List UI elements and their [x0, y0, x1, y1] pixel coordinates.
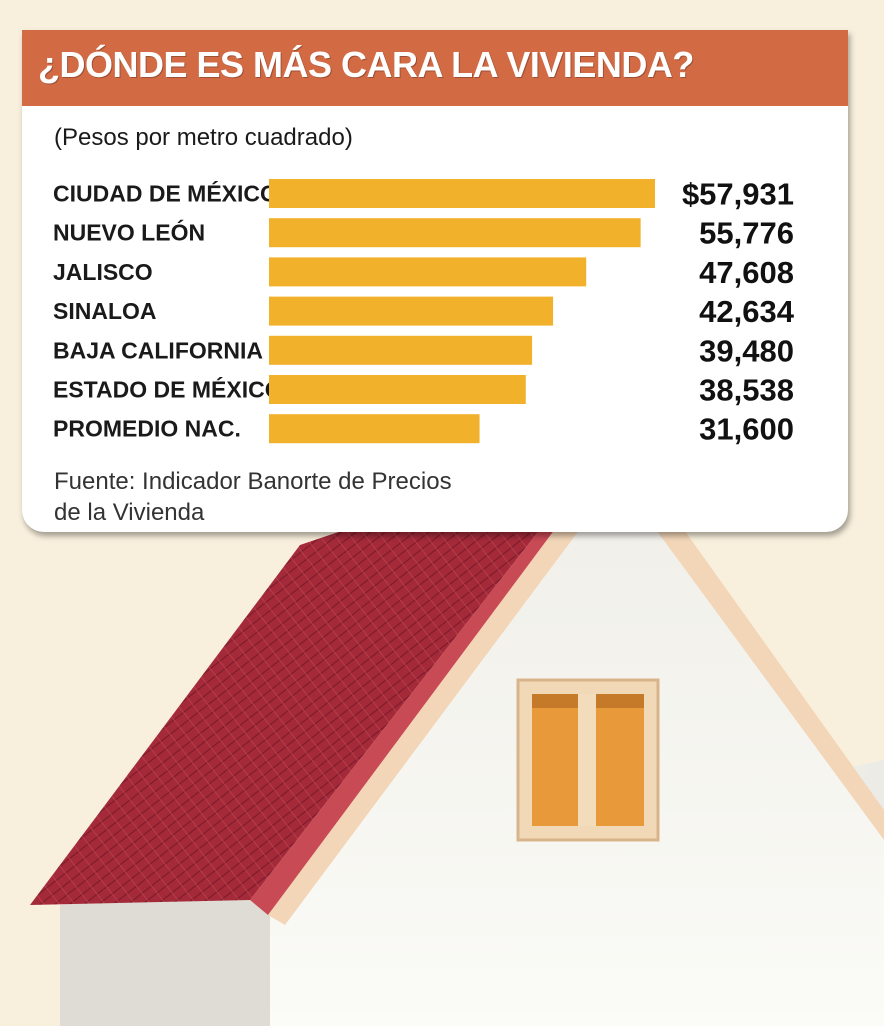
- category-label: NUEVO LEÓN: [53, 219, 205, 246]
- bar: [269, 179, 655, 208]
- value-label: 39,480: [699, 333, 794, 368]
- category-label: PROMEDIO NAC.: [53, 416, 241, 442]
- category-label: SINALOA: [53, 298, 157, 324]
- bar: [269, 414, 480, 444]
- chart-card: ¿DÓNDE ES MÁS CARA LA VIVIENDA? (Pesos p…: [22, 30, 848, 532]
- category-label: BAJA CALIFORNIA: [53, 337, 263, 363]
- chart-subtitle: (Pesos por metro cuadrado): [54, 124, 353, 151]
- value-label: 38,538: [699, 373, 794, 408]
- category-label: CIUDAD DE MÉXICO: [53, 180, 278, 207]
- bar: [269, 296, 554, 326]
- value-label: 47,608: [699, 255, 794, 290]
- value-label: 42,634: [699, 294, 795, 329]
- bar: [269, 218, 641, 248]
- bar: [269, 335, 533, 365]
- value-label: $57,931: [682, 177, 794, 212]
- title-bar: ¿DÓNDE ES MÁS CARA LA VIVIENDA?: [22, 30, 848, 106]
- value-label: 31,600: [699, 412, 794, 447]
- value-label: 55,776: [699, 216, 794, 251]
- bar: [269, 257, 587, 287]
- chart-title: ¿DÓNDE ES MÁS CARA LA VIVIENDA?: [38, 44, 694, 85]
- category-label: JALISCO: [53, 259, 153, 285]
- category-label: ESTADO DE MÉXICO: [53, 376, 283, 403]
- source-note: Fuente: Indicador Banorte de Precios de …: [54, 468, 452, 526]
- bar: [269, 375, 526, 404]
- bar-chart: CIUDAD DE MÉXICO $57,931 NUEVO LEÓN 55,776 J…: [53, 177, 795, 447]
